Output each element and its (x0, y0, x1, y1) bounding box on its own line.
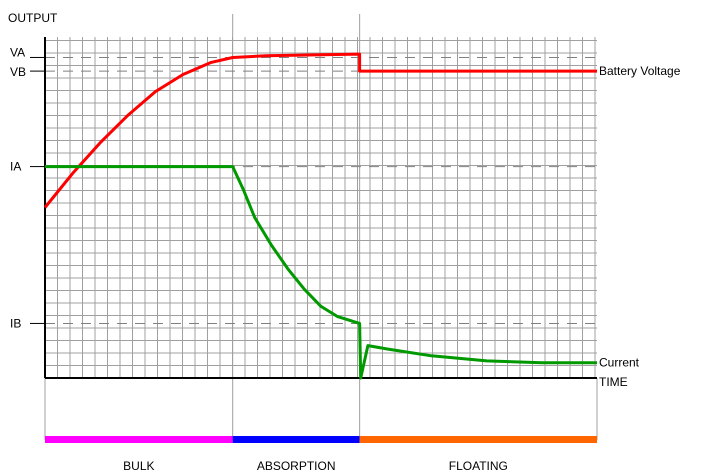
series-line-0 (43, 52, 597, 209)
series-line-1 (45, 165, 597, 380)
y-tick-label-ib: IB (10, 316, 21, 330)
phase-bar-1 (232, 436, 360, 443)
y-tick-label-va: VA (10, 45, 25, 59)
series-label-0: Battery Voltage (599, 64, 681, 78)
y-axis-label: OUTPUT (8, 11, 58, 25)
phase-label-2: FLOATING (449, 459, 508, 473)
y-tick-label-ia: IA (10, 160, 21, 174)
phase-bar-0 (45, 436, 233, 443)
y-tick-label-vb: VB (10, 65, 26, 79)
series-label-1: Current (599, 356, 640, 370)
phase-label-1: ABSORPTION (257, 459, 336, 473)
phase-label-0: BULK (123, 459, 154, 473)
x-axis-label: TIME (599, 375, 628, 389)
phase-bar-2 (359, 436, 597, 443)
